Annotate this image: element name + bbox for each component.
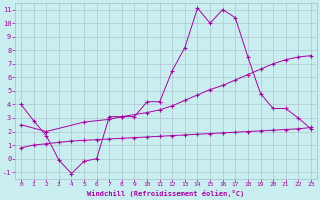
X-axis label: Windchill (Refroidissement éolien,°C): Windchill (Refroidissement éolien,°C)	[87, 190, 244, 197]
